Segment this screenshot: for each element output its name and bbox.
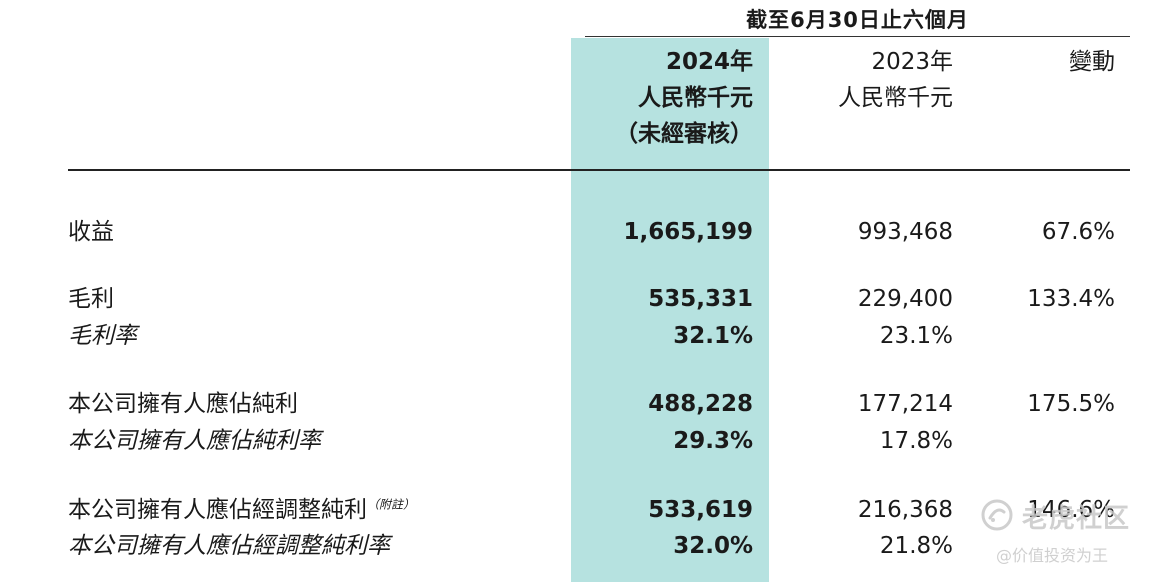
column-header-2024-audit: （未經審核）	[615, 121, 753, 147]
value-2023: 17.8%	[879, 428, 953, 454]
value-2023: 216,368	[857, 497, 953, 523]
value-2023: 21.8%	[879, 533, 953, 559]
value-2024: 32.1%	[673, 323, 753, 349]
tiger-logo-icon	[981, 499, 1013, 531]
column-header-2024: 2024年 人民幣千元 （未經審核）	[615, 44, 753, 152]
row-label: 本公司擁有人應佔純利率	[68, 428, 321, 454]
period-header: 截至6月30日止六個月	[746, 8, 969, 32]
highlight-2024-column	[571, 38, 769, 582]
header-rule	[68, 169, 1130, 171]
watermark: 老虎社区 @价值投资为王	[980, 496, 1160, 576]
column-header-2024-year: 2024年	[665, 49, 753, 75]
value-2024: 29.3%	[673, 428, 753, 454]
table-row-adjusted-net-margin: 本公司擁有人應佔經調整純利率 32.0% 21.8%	[0, 528, 1165, 564]
column-header-change: 變動	[1069, 44, 1115, 80]
value-2024: 533,619	[648, 497, 753, 523]
row-label: 毛利率	[68, 323, 137, 349]
value-change: 175.5%	[1027, 391, 1115, 417]
table-row-revenue: 收益 1,665,199 993,468 67.6%	[0, 214, 1165, 250]
row-label: 本公司擁有人應佔純利	[68, 391, 298, 417]
table-row-gross-margin: 毛利率 32.1% 23.1%	[0, 318, 1165, 354]
value-2023: 229,400	[857, 286, 953, 312]
row-label: 收益	[68, 219, 114, 245]
watermark-title: 老虎社区	[1022, 504, 1131, 534]
value-change: 67.6%	[1041, 219, 1115, 245]
value-2023: 993,468	[857, 219, 953, 245]
row-label: 本公司擁有人應佔經調整純利率	[68, 533, 390, 559]
value-2024: 1,665,199	[623, 219, 754, 245]
column-header-2023-year: 2023年	[871, 49, 953, 75]
row-label: 本公司擁有人應佔經調整純利（附註）	[68, 492, 415, 528]
table-row-net-profit: 本公司擁有人應佔純利 488,228 177,214 175.5%	[0, 386, 1165, 422]
watermark-subtitle: @价值投资为王	[996, 546, 1109, 565]
value-2023: 23.1%	[879, 323, 953, 349]
footnote-marker: （附註）	[367, 497, 416, 512]
column-header-2023: 2023年 人民幣千元	[838, 44, 953, 116]
value-2023: 177,214	[857, 391, 953, 417]
period-header-rule	[585, 36, 1130, 37]
value-2024: 535,331	[648, 286, 753, 312]
row-label: 毛利	[68, 286, 114, 312]
value-change: 133.4%	[1027, 286, 1115, 312]
table-row-net-margin: 本公司擁有人應佔純利率 29.3% 17.8%	[0, 423, 1165, 459]
table-row-gross-profit: 毛利 535,331 229,400 133.4%	[0, 281, 1165, 317]
column-header-change-label: 變動	[1069, 49, 1115, 75]
column-header-2024-unit: 人民幣千元	[638, 85, 753, 111]
column-header-2023-unit: 人民幣千元	[838, 85, 953, 111]
value-2024: 488,228	[648, 391, 753, 417]
value-2024: 32.0%	[673, 533, 753, 559]
value-change: 146.6%	[1027, 497, 1115, 523]
table-row-adjusted-net-profit: 本公司擁有人應佔經調整純利（附註） 533,619 216,368 146.6%	[0, 492, 1165, 528]
row-label-text: 本公司擁有人應佔經調整純利	[68, 497, 367, 523]
